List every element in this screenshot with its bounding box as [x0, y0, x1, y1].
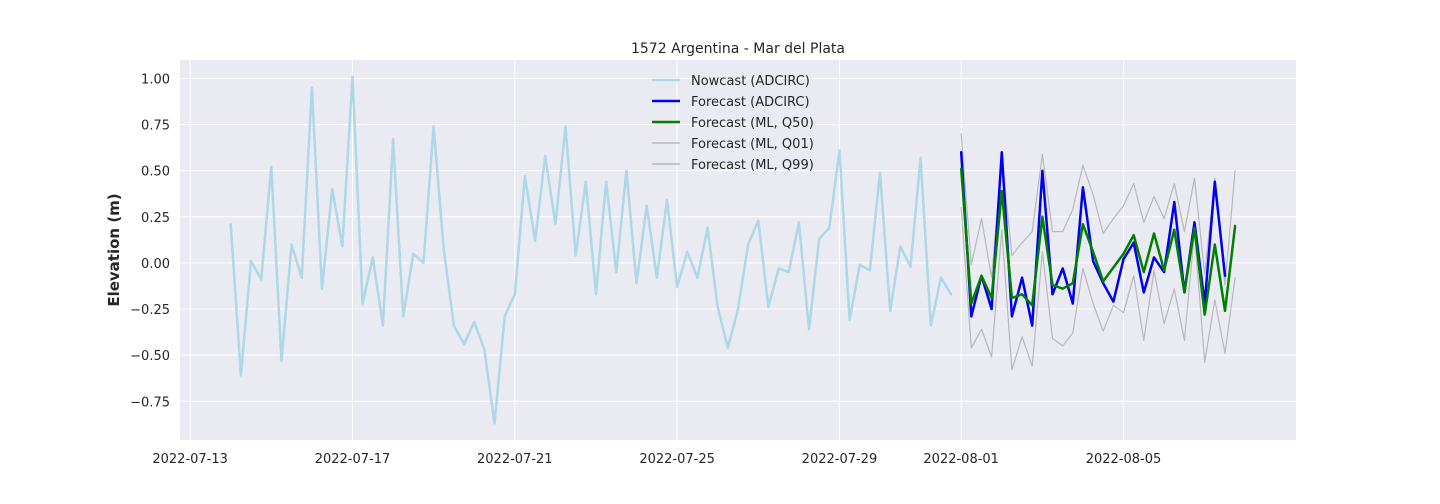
y-tick-label: 0.50	[141, 165, 170, 180]
series-line-4	[960, 207, 1236, 371]
legend-label: Forecast (ML, Q50)	[691, 116, 814, 131]
x-tick-label: 2022-07-13	[152, 452, 228, 467]
legend-label: Nowcast (ADCIRC)	[691, 74, 810, 89]
x-tick-label: 2022-08-05	[1086, 452, 1162, 467]
y-axis: −0.75 −0.50 −0.25 0.00 0.25 0.50 0.75 1.00	[130, 72, 170, 410]
series-layer	[229, 75, 1237, 425]
series-line-5	[960, 133, 1236, 286]
y-axis-label: Elevation (m)	[105, 193, 123, 306]
series-line-1	[229, 75, 953, 425]
y-tick-label: 0.25	[141, 211, 170, 226]
y-tick-label: −0.25	[130, 303, 170, 318]
grid	[180, 60, 1296, 440]
x-tick-label: 2022-08-01	[923, 452, 999, 467]
x-tick-label: 2022-07-17	[315, 452, 391, 467]
y-tick-label: 0.75	[141, 119, 170, 134]
x-axis: 2022-07-13 2022-07-17 2022-07-21 2022-07-25…	[152, 452, 1161, 467]
x-tick-label: 2022-07-21	[477, 452, 553, 467]
series-line-3	[959, 167, 1237, 316]
chart-title: 1572 Argentina - Mar del Plata	[631, 41, 845, 57]
y-tick-label: −0.75	[130, 395, 170, 410]
series-line-2	[959, 150, 1227, 327]
legend-label: Forecast (ML, Q99)	[691, 158, 814, 173]
x-tick-label: 2022-07-25	[639, 452, 715, 467]
legend-label: Forecast (ML, Q01)	[691, 137, 814, 152]
y-tick-label: −0.50	[130, 349, 170, 364]
y-tick-label: 0.00	[141, 257, 170, 272]
plot-area	[180, 60, 1296, 440]
legend-label: Forecast (ADCIRC)	[691, 95, 810, 110]
y-tick-label: 1.00	[141, 72, 170, 87]
legend: Nowcast (ADCIRC) Forecast (ADCIRC) Forecas…	[652, 74, 814, 173]
x-tick-label: 2022-07-29	[802, 452, 878, 467]
